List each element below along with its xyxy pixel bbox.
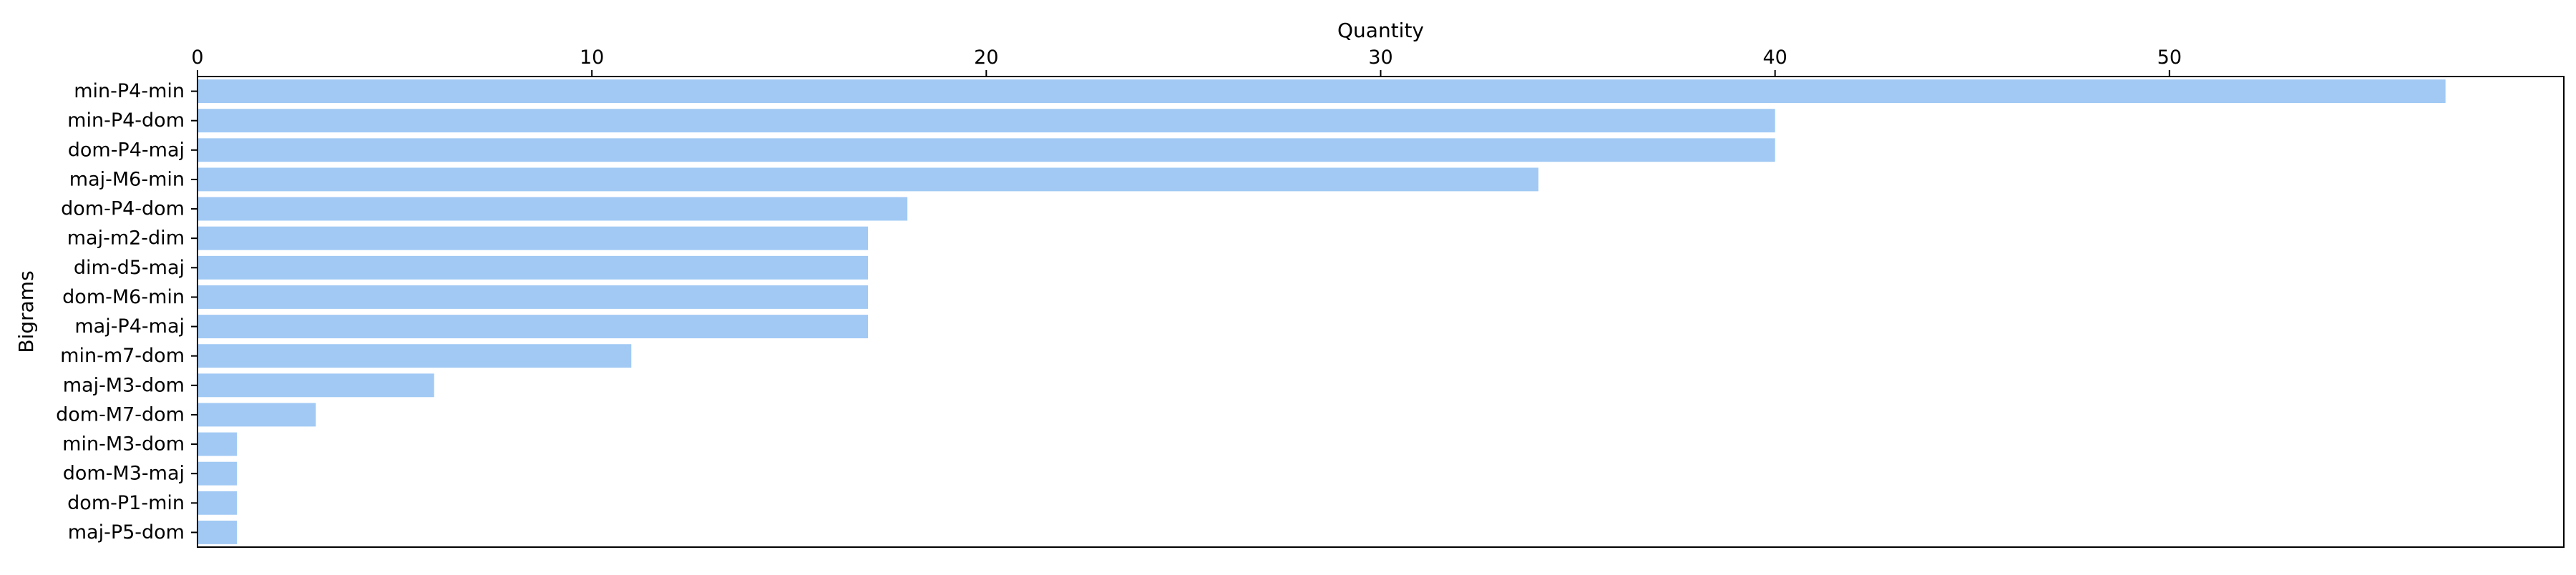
bar-dim-d5-maj [197,255,868,280]
bar-min-m7-dom [197,344,632,368]
y-tick-label: dom-M3-maj [63,463,185,485]
x-tick-label: 0 [191,46,203,69]
bar-dom-M6-min [197,285,868,309]
y-tick-label: dom-M7-dom [56,403,185,426]
bar-min-M3-dom [197,432,238,456]
x-tick-label: 50 [2157,46,2182,69]
y-tick-label: min-m7-dom [60,345,185,367]
y-tick-label: dim-d5-maj [74,257,185,279]
bar-dom-P4-maj [197,138,1775,162]
bar-dom-M3-maj [197,461,238,486]
y-tick-label: maj-P4-maj [74,315,185,338]
y-tick-label: dom-P4-maj [68,139,185,161]
bars [197,79,2446,544]
x-tick-label: 40 [1762,46,1787,69]
y-tick-label: min-P4-min [74,80,185,102]
bar-dom-P4-dom [197,197,908,221]
y-tick-label: maj-M3-dom [63,374,185,396]
y-tick-label: dom-P1-min [67,492,185,514]
y-tick-label: maj-P5-dom [68,521,185,544]
bar-min-P4-dom [197,109,1775,133]
bar-maj-M3-dom [197,373,434,398]
bar-maj-P4-maj [197,315,868,339]
axis-ticks: min-P4-min min-P4-dom dom-P4-maj maj-M6-min… [56,46,2182,544]
bar-maj-m2-dim [197,226,868,250]
y-tick-label: maj-M6-min [69,168,185,190]
bar-min-P4-min [197,79,2446,104]
bar-maj-M6-min [197,167,1538,192]
x-tick-label: 10 [580,46,604,69]
x-tick-label: 20 [974,46,998,69]
y-tick-label: min-M3-dom [62,433,185,456]
y-tick-label: min-P4-dom [67,109,185,132]
y-tick-label: dom-P4-dom [61,198,185,220]
plot-frame [197,76,2565,548]
y-tick-label: maj-m2-dim [67,227,185,250]
x-tick-label: 30 [1368,46,1392,69]
x-axis-label: Quantity [1337,19,1424,42]
bar-maj-P5-dom [197,520,238,544]
y-tick-label: dom-M6-min [62,286,185,308]
bar-dom-M7-dom [197,403,316,427]
bar-dom-P1-min [197,491,238,515]
y-axis-label: Bigrams [14,270,38,353]
